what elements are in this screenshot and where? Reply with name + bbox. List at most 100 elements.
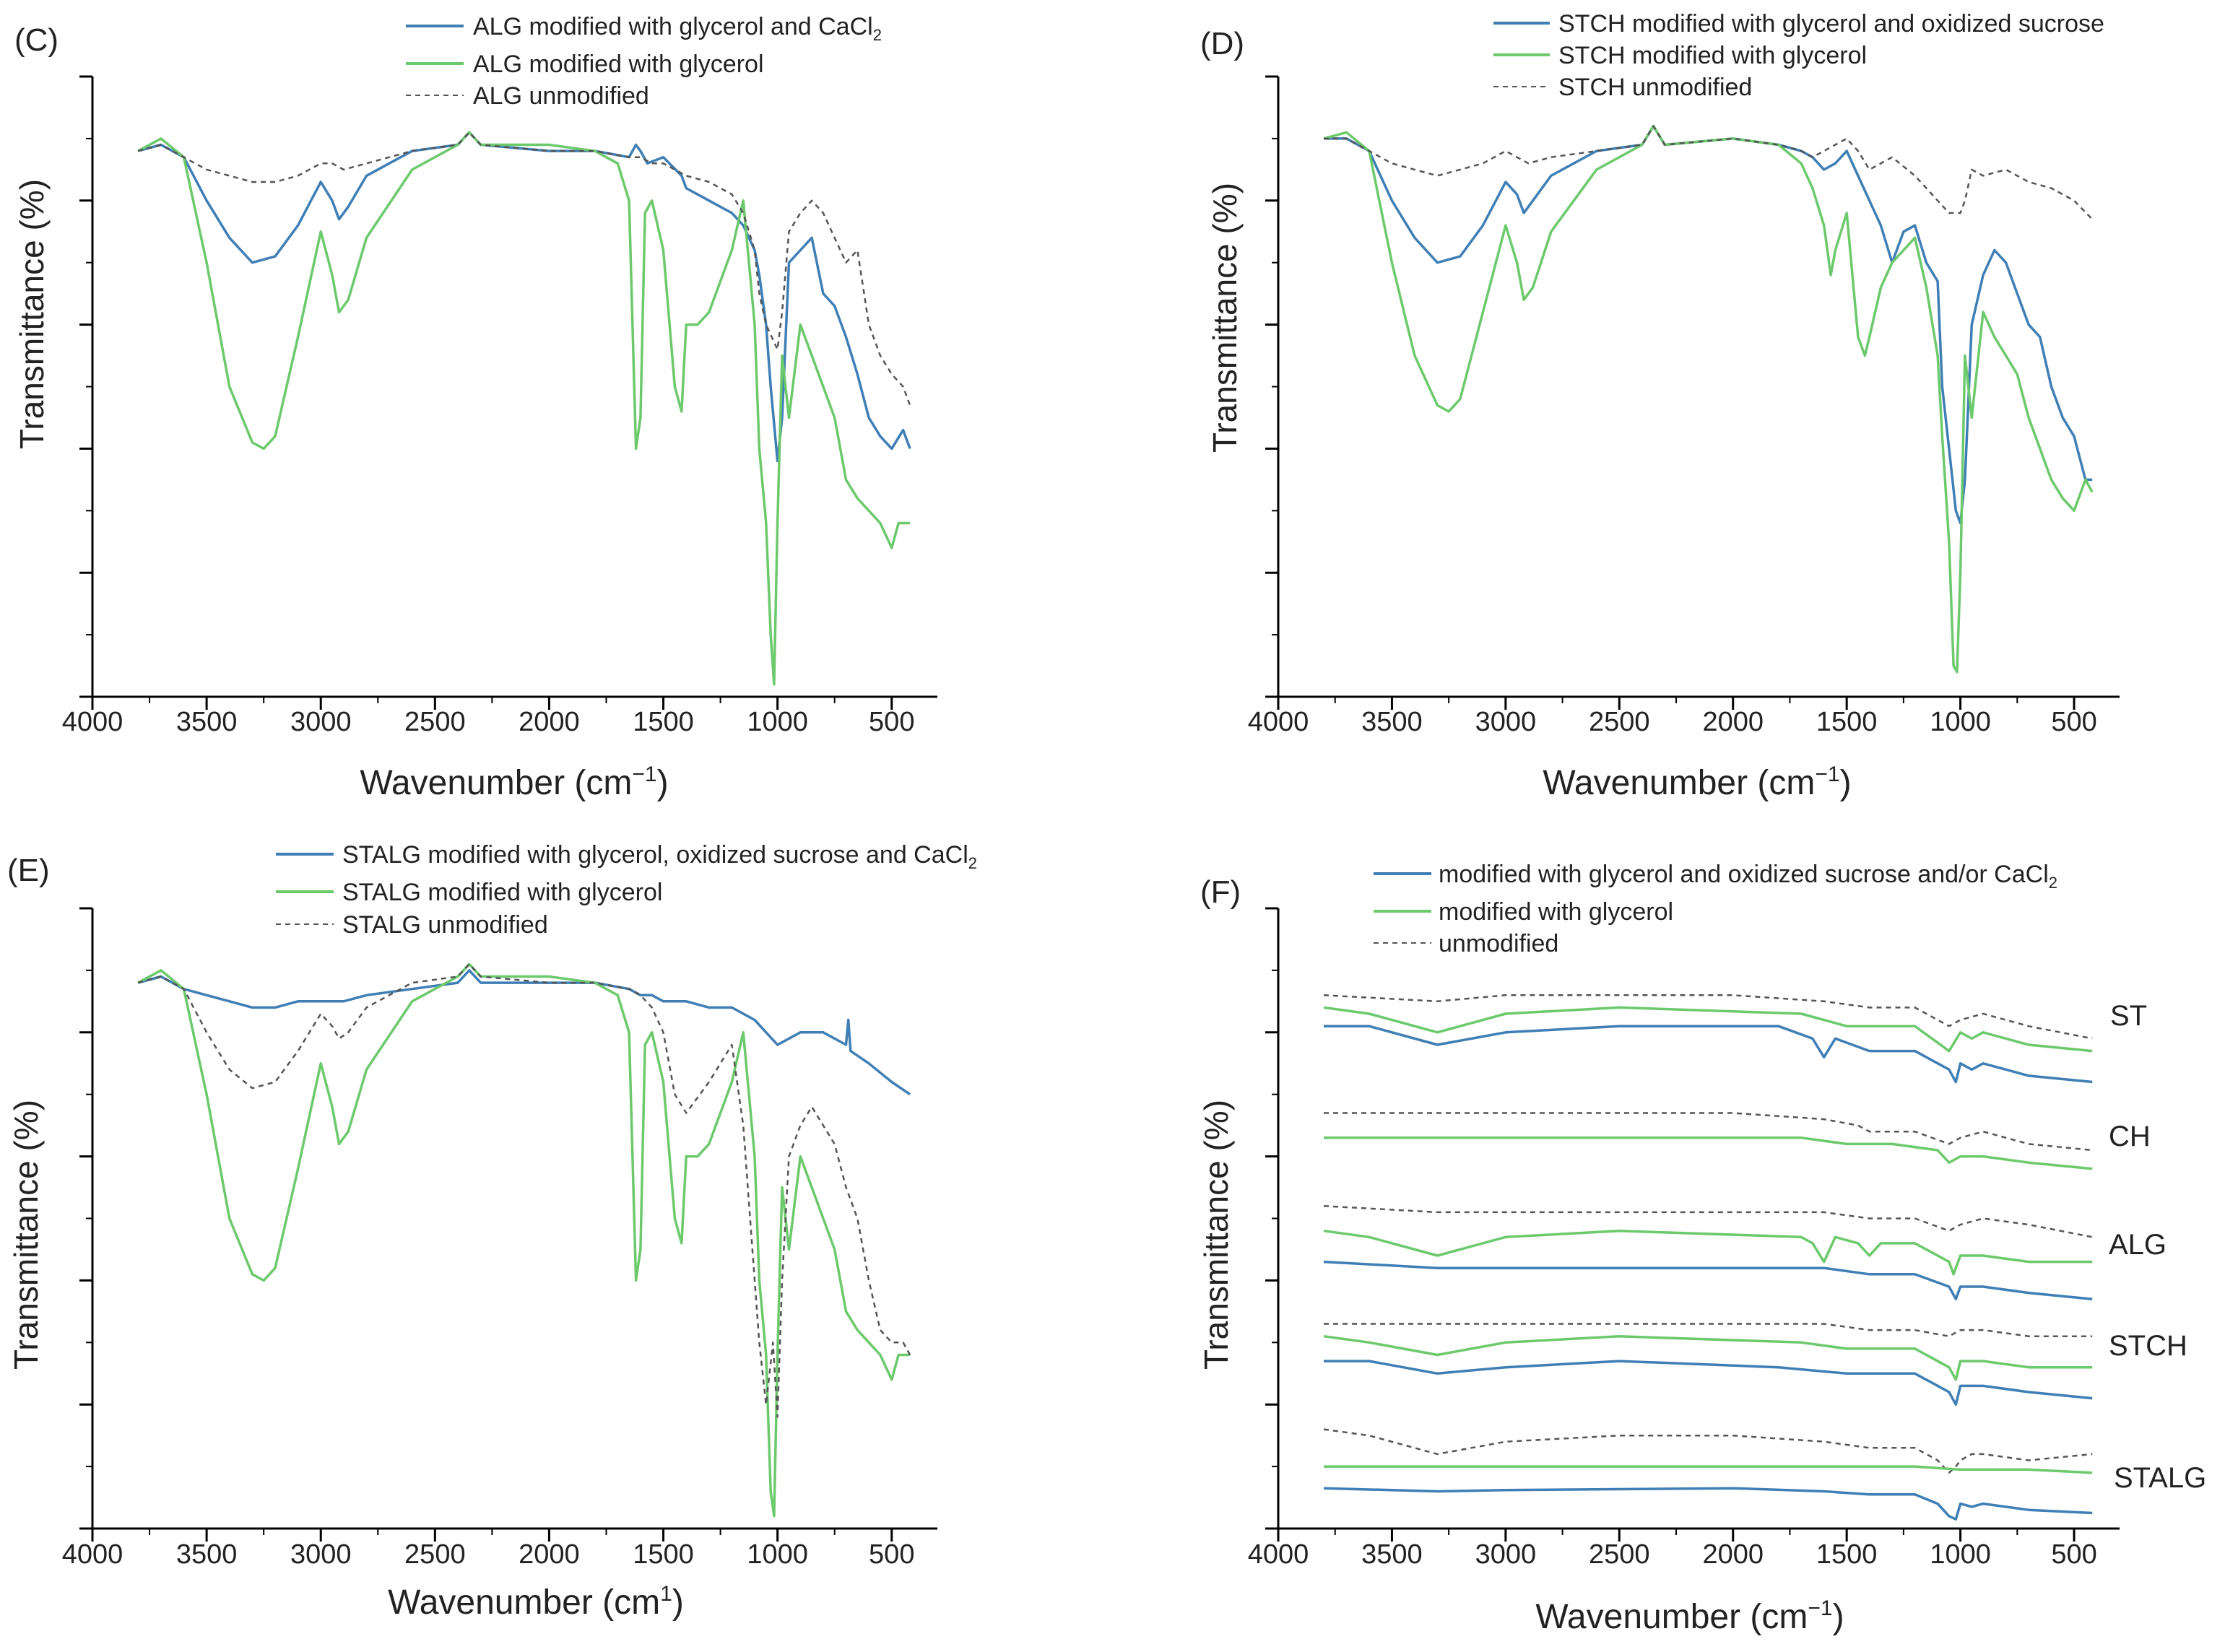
series-line-blue	[1323, 1487, 2093, 1521]
x-tick-label: 3500	[1361, 707, 1423, 737]
legend-label: STCH unmodified	[1558, 74, 1752, 101]
stack-label: STALG	[2114, 1462, 2206, 1494]
y-axis-label: Transmittance (%)	[13, 179, 51, 449]
x-tick-label: 500	[2051, 1539, 2096, 1570]
x-tick-label: 2500	[1589, 1539, 1650, 1570]
x-axis-label-end: )	[672, 1583, 684, 1622]
series-line-green	[1323, 124, 2094, 674]
x-tick-label: 500	[2051, 707, 2096, 737]
panel-label: (F)	[1200, 874, 1241, 910]
series-line-dash	[1323, 1428, 2093, 1474]
legend-label: ALG modified with glycerol and CaCl2	[473, 13, 882, 44]
series-line-green	[1323, 1229, 2093, 1276]
x-tick-label: 500	[869, 1539, 914, 1570]
x-tick-label: 2000	[1702, 707, 1764, 737]
series-line-green	[1323, 1006, 2093, 1053]
x-tick-label: 3000	[1475, 707, 1537, 737]
series-line-dash	[1324, 125, 2094, 220]
series-line-dash	[1324, 1323, 2093, 1337]
x-axis-label-sup: 1	[660, 1582, 672, 1606]
series-line-blue	[1324, 124, 2093, 525]
legend-label: modified with glycerol	[1439, 898, 1673, 926]
legend-label: ALG unmodified	[473, 82, 649, 110]
stack-label: ALG	[2109, 1229, 2167, 1261]
x-tick-label: 3500	[176, 707, 238, 737]
series-line-dash	[1323, 1205, 2093, 1238]
x-tick-label: 2000	[1702, 1539, 1764, 1570]
x-axis-label: Wavenumber (cm−1)	[360, 762, 668, 802]
x-axis-label: Wavenumber (cm−1)	[1543, 762, 1851, 802]
x-tick-label: 2500	[1589, 707, 1650, 737]
stack-label: STCH	[2109, 1330, 2187, 1362]
panel-label: (C)	[14, 22, 58, 58]
chart-panel: 4000 3500 3000 2500 2000 1500 1000 500 Transmitt…	[1197, 861, 2206, 1636]
x-axis-label: Wavenumber (cm1)	[388, 1582, 684, 1622]
series-line-dash	[1323, 994, 2093, 1040]
legend-label: modified with glycerol and oxidized sucr…	[1439, 861, 2057, 892]
x-axis-label-sup: −1	[632, 762, 656, 786]
legend-label: unmodified	[1439, 930, 1558, 957]
chart-panel: 4000 3500 3000 2500 2000 1500 1000 500 Transmitt…	[7, 841, 977, 1622]
x-tick-label: 4000	[1248, 1539, 1309, 1570]
x-tick-label: 500	[869, 707, 914, 737]
series-line-green	[1324, 1465, 2093, 1474]
x-tick-label: 3500	[1361, 1539, 1423, 1570]
x-tick-label: 3500	[176, 1539, 238, 1570]
legend-label-text: ALG unmodified	[473, 82, 649, 110]
series-line-dash	[137, 963, 911, 1418]
x-tick-label: 3000	[290, 707, 352, 737]
legend-label: ALG modified with glycerol	[473, 51, 764, 78]
series-line-blue	[137, 969, 911, 1096]
legend-label-text: modified with glycerol and oxidized sucr…	[1439, 861, 2049, 888]
legend-label-subscript: 2	[968, 854, 977, 872]
legend-label: STCH modified with glycerol	[1558, 42, 1867, 69]
panel-label: (D)	[1200, 26, 1244, 61]
x-tick-label: 4000	[1248, 707, 1309, 737]
legend-label: STALG modified with glycerol	[342, 879, 662, 906]
x-tick-label: 1000	[1930, 707, 1991, 737]
legend-label-text: STCH modified with glycerol	[1558, 42, 1867, 69]
x-tick-label: 1000	[747, 707, 808, 737]
x-tick-label: 2000	[519, 1539, 580, 1570]
legend-label-text: STALG modified with glycerol	[342, 879, 662, 906]
x-tick-label: 3000	[290, 1539, 352, 1570]
x-tick-label: 1500	[1816, 1539, 1878, 1570]
x-axis-label-main: Wavenumber (cm	[1535, 1598, 1808, 1636]
legend-label-text: modified with glycerol	[1439, 898, 1673, 926]
legend-label: STCH modified with glycerol and oxidized…	[1558, 10, 2104, 38]
series-line-dash	[1324, 1112, 2093, 1152]
legend-label-text: ALG modified with glycerol	[473, 51, 764, 78]
series-line-blue	[1324, 1360, 2093, 1406]
stack-label: CH	[2109, 1121, 2151, 1152]
y-axis-label: Transmittance (%)	[1206, 183, 1244, 453]
series-line-blue	[1324, 1025, 2093, 1084]
legend-label-subscript: 2	[873, 26, 882, 44]
legend-label-text: unmodified	[1439, 930, 1558, 957]
x-axis-label-main: Wavenumber (cm	[1543, 764, 1815, 802]
legend-label-text: STCH modified with glycerol and oxidized…	[1558, 10, 2104, 38]
x-tick-label: 3000	[1475, 1539, 1537, 1570]
x-axis-label-end: )	[657, 764, 669, 802]
x-tick-label: 1000	[747, 1539, 808, 1570]
x-axis-label-sup: −1	[1815, 762, 1839, 786]
x-tick-label: 1500	[633, 707, 694, 737]
y-axis-label: Transmittance (%)	[1197, 1100, 1235, 1370]
legend-label-text: STALG unmodified	[342, 911, 548, 939]
legend-label-text: STALG modified with glycerol, oxidized s…	[342, 841, 968, 869]
legend-label-text: STCH unmodified	[1558, 74, 1752, 101]
x-tick-label: 1500	[1816, 707, 1878, 737]
legend-label-subscript: 2	[2049, 874, 2057, 892]
x-axis-label-sup: −1	[1808, 1596, 1832, 1620]
series-line-green	[137, 131, 911, 686]
x-tick-label: 2500	[404, 707, 466, 737]
legend-label: STALG unmodified	[342, 911, 548, 939]
x-axis-label-main: Wavenumber (cm	[388, 1583, 660, 1622]
x-tick-label: 4000	[62, 707, 123, 737]
x-tick-label: 1000	[1930, 1539, 1991, 1570]
series-line-green	[1323, 1334, 2093, 1381]
panel-label: (E)	[7, 853, 50, 888]
legend-label: STALG modified with glycerol, oxidized s…	[342, 841, 977, 872]
y-axis-label: Transmittance (%)	[7, 1100, 45, 1370]
chart-panel: 4000 3500 3000 2500 2000 1500 1000 500 Transmitt…	[13, 13, 937, 802]
x-tick-label: 2500	[404, 1539, 466, 1570]
